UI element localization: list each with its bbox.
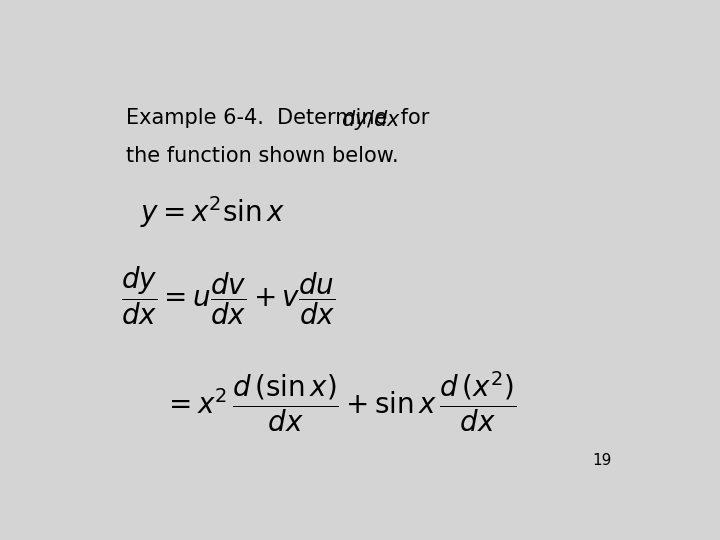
Text: the function shown below.: the function shown below.	[126, 146, 399, 166]
Text: $\dfrac{dy}{dx} = u\dfrac{dv}{dx} + v\dfrac{du}{dx}$: $\dfrac{dy}{dx} = u\dfrac{dv}{dx} + v\df…	[121, 264, 335, 327]
Text: $\mathit{dy/dx}$: $\mathit{dy/dx}$	[341, 109, 402, 132]
Text: $y = x^2 \sin x$: $y = x^2 \sin x$	[140, 194, 285, 231]
Text: Example 6-4.  Determine: Example 6-4. Determine	[126, 109, 395, 129]
Text: 19: 19	[593, 453, 612, 468]
Text: for: for	[394, 109, 430, 129]
Text: $= x^2\,\dfrac{d\,(\sin x)}{dx} + \sin x\,\dfrac{d\,(x^2)}{dx}$: $= x^2\,\dfrac{d\,(\sin x)}{dx} + \sin x…	[163, 369, 516, 434]
